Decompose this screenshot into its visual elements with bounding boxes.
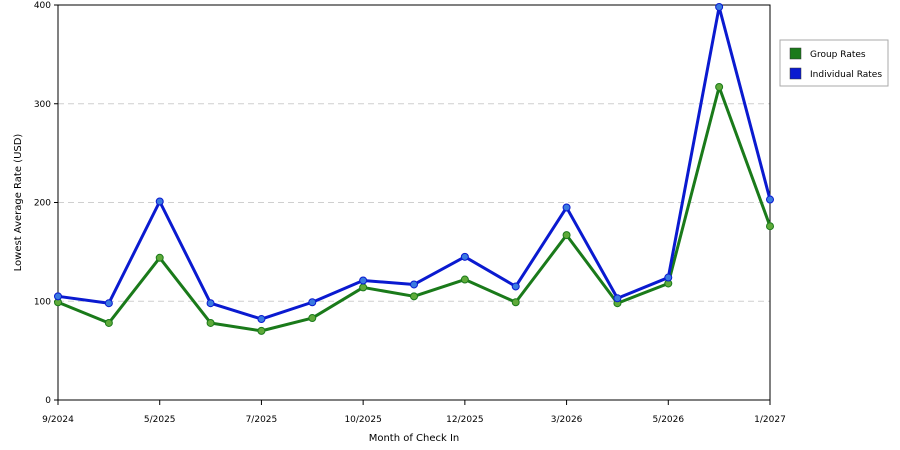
x-axis: 9/2024 5/2025 7/2025 10/2025 12/2025 3/2026 5/… <box>42 400 786 425</box>
y-tick-label: 200 <box>34 199 51 209</box>
x-tick-label: 10/2025 <box>344 415 381 425</box>
x-tick-label: 1/2027 <box>754 415 786 425</box>
legend: Group Rates Individual Rates <box>779 39 889 87</box>
data-point <box>359 276 368 285</box>
data-point <box>308 298 317 307</box>
data-point <box>359 283 368 292</box>
legend-label: Individual Rates <box>810 70 882 80</box>
x-tick-label: 9/2024 <box>42 415 74 425</box>
data-point <box>104 299 113 308</box>
data-point <box>410 280 418 289</box>
y-tick-label: 0 <box>45 396 51 406</box>
data-point <box>766 222 774 231</box>
data-point <box>206 299 215 308</box>
data-point <box>766 195 774 204</box>
data-point <box>664 273 673 282</box>
y-tick-label: 300 <box>34 100 51 110</box>
legend-swatch <box>789 47 802 60</box>
y-axis: 0 100 200 300 400 <box>34 1 58 406</box>
legend-swatch <box>789 67 802 80</box>
series-individual-rates <box>54 2 774 324</box>
data-point <box>155 253 164 262</box>
y-tick-label: 400 <box>34 1 51 11</box>
x-axis-label: Month of Check In <box>369 433 460 444</box>
x-tick-label: 7/2025 <box>246 415 278 425</box>
data-point <box>410 292 418 301</box>
data-point <box>562 203 571 212</box>
data-point <box>562 231 571 240</box>
legend-label: Group Rates <box>810 50 866 60</box>
data-point <box>257 326 266 335</box>
data-point <box>460 275 469 284</box>
x-tick-label: 12/2025 <box>446 415 483 425</box>
data-point <box>206 318 215 327</box>
grid-lines <box>58 103 770 302</box>
data-point <box>308 314 317 323</box>
data-point <box>613 294 622 303</box>
data-point <box>511 298 520 307</box>
x-tick-label: 5/2026 <box>652 415 684 425</box>
y-tick-label: 100 <box>34 297 51 307</box>
data-point <box>155 197 164 206</box>
series-line <box>57 5 772 321</box>
data-point <box>511 282 520 291</box>
y-axis-label: Lowest Average Rate (USD) <box>13 134 24 272</box>
series-layer <box>54 2 774 335</box>
data-point <box>104 318 113 327</box>
data-point <box>715 82 724 91</box>
x-tick-label: 3/2026 <box>551 415 583 425</box>
data-point <box>460 252 469 261</box>
data-point <box>715 2 724 11</box>
x-tick-label: 5/2025 <box>144 415 176 425</box>
data-point <box>257 315 266 324</box>
data-point <box>54 292 62 301</box>
